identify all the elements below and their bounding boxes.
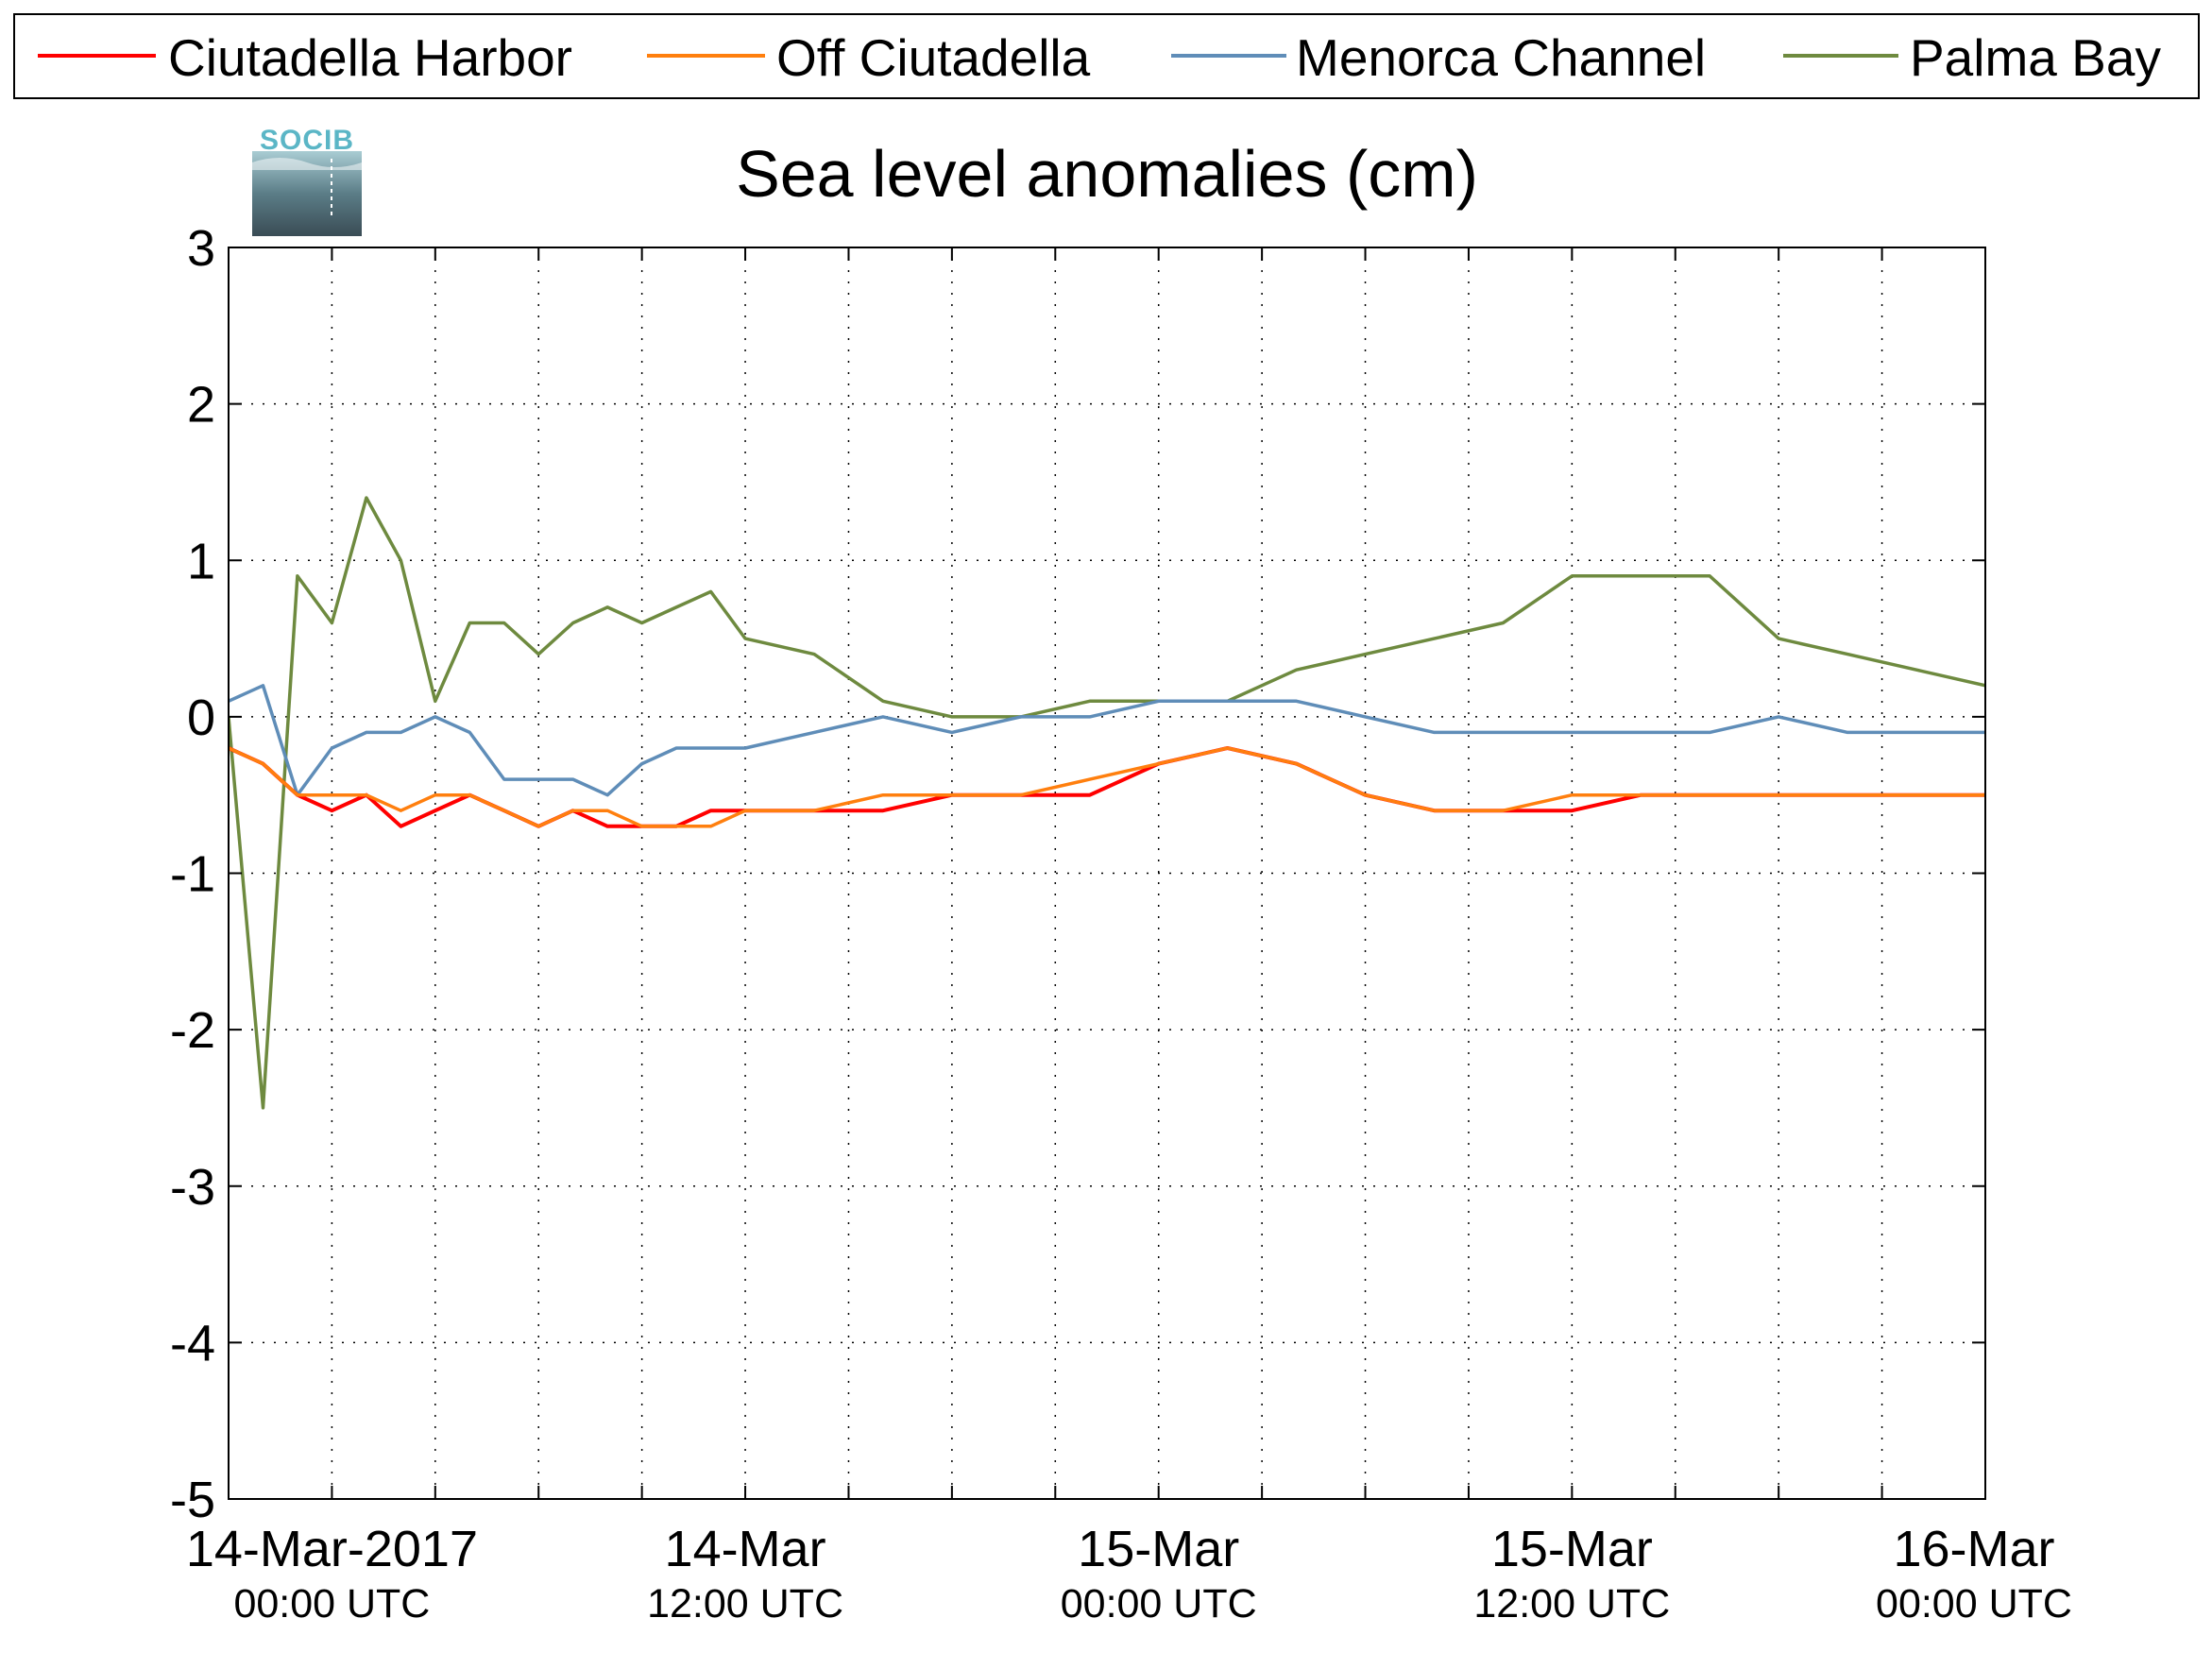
y-tick-label: -2 — [170, 1002, 215, 1059]
y-tick-label: 2 — [187, 377, 215, 434]
x-tick-date-label: 16-Mar — [1893, 1521, 2054, 1577]
legend-label-ciutadella-harbor: Ciutadella Harbor — [168, 28, 572, 87]
y-tick-label: -5 — [170, 1472, 215, 1528]
x-tick-time-label: 00:00 UTC — [1876, 1581, 2072, 1626]
x-tick-date-label: 14-Mar-2017 — [186, 1521, 478, 1577]
legend-label-menorca-channel: Menorca Channel — [1296, 28, 1706, 87]
legend-entry-menorca-channel: Menorca Channel — [1171, 28, 1706, 87]
y-tick-label: 3 — [187, 220, 215, 277]
x-tick-date-label: 14-Mar — [665, 1521, 826, 1577]
chart-title: Sea level anomalies (cm) — [736, 137, 1478, 211]
x-tick-time-label: 00:00 UTC — [1061, 1581, 1257, 1626]
y-tick-label: -1 — [170, 846, 215, 903]
series-layer — [229, 496, 1985, 1110]
x-tick-date-label: 15-Mar — [1078, 1521, 1239, 1577]
grid — [229, 247, 1985, 1499]
y-tick-label: -4 — [170, 1315, 215, 1371]
legend-label-palma-bay: Palma Bay — [1910, 28, 2161, 87]
socib-logo: SOCIB — [252, 125, 362, 236]
y-tick-label: 0 — [187, 690, 215, 746]
legend-entry-ciutadella-harbor: Ciutadella Harbor — [38, 28, 572, 87]
legend-label-off-ciutadella: Off Ciutadella — [776, 28, 1091, 87]
y-tick-label: 1 — [187, 533, 215, 589]
socib-logo-text: SOCIB — [260, 125, 354, 156]
socib-logo-wave-crest — [252, 158, 362, 170]
x-tick-time-label: 12:00 UTC — [647, 1581, 843, 1626]
y-axis-ticks: 3 2 1 0 -1 -2 -3 -4 -5 — [170, 220, 1985, 1528]
legend-entry-palma-bay: Palma Bay — [1783, 28, 2161, 87]
legend: Ciutadella Harbor Off Ciutadella Menorca… — [13, 13, 2200, 99]
legend-entry-off-ciutadella: Off Ciutadella — [647, 28, 1091, 87]
x-tick-date-label: 15-Mar — [1491, 1521, 1653, 1577]
plot-area-frame — [228, 247, 1986, 1500]
series-line-ciutadella-harbor — [229, 746, 1985, 828]
y-tick-label: -3 — [170, 1159, 215, 1216]
x-tick-time-label: 00:00 UTC — [233, 1581, 430, 1626]
x-tick-time-label: 12:00 UTC — [1473, 1581, 1670, 1626]
series-line-menorca-channel — [229, 684, 1985, 797]
series-line-off-ciutadella — [229, 746, 1985, 828]
series-line-palma-bay — [229, 496, 1985, 1110]
